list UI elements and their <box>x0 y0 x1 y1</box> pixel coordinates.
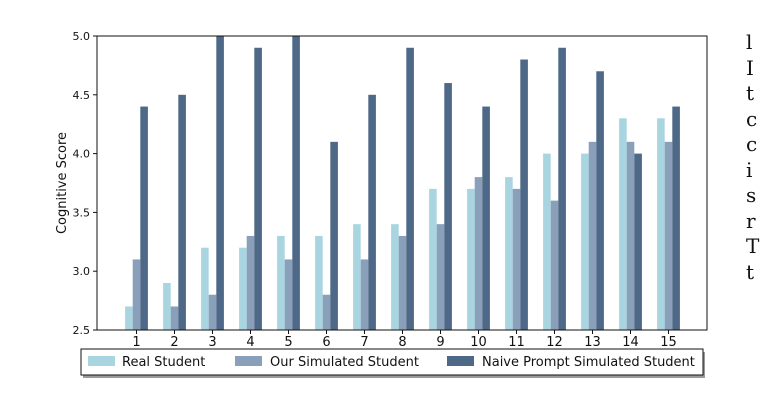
x-tick-label: 1 <box>132 335 140 350</box>
bar <box>398 235 407 330</box>
x-tick-label: 14 <box>622 335 639 350</box>
x-tick-label: 12 <box>546 335 563 350</box>
bar <box>596 71 604 330</box>
y-tick-label: 5.0 <box>73 30 91 43</box>
x-tick-label: 5 <box>284 335 292 350</box>
bar <box>520 59 528 331</box>
bar <box>208 294 217 330</box>
page-edge-glyph: s <box>746 183 757 207</box>
bar <box>330 141 338 330</box>
page-edge-glyph: r <box>746 208 756 233</box>
bar <box>505 177 513 330</box>
bar <box>444 83 452 330</box>
y-tick-label: 4.0 <box>73 148 91 161</box>
legend-label: Naive Prompt Simulated Student <box>482 355 695 370</box>
legend-swatch <box>88 356 115 366</box>
bar <box>550 200 559 330</box>
bar <box>368 94 376 330</box>
bar <box>246 235 255 330</box>
x-tick-label: 10 <box>470 335 487 350</box>
y-tick-label: 2.5 <box>73 324 91 337</box>
bar <box>672 106 680 330</box>
page-edge-glyph: t <box>746 259 755 284</box>
y-tick-label: 4.5 <box>73 89 91 102</box>
bar <box>140 106 148 330</box>
bar <box>657 118 665 330</box>
x-tick-label: 13 <box>584 335 601 350</box>
y-axis: 2.5 3.0 3.5 4.0 4.5 5.0 <box>73 30 97 337</box>
x-tick-label: 3 <box>208 335 216 350</box>
page-edge-glyph: l <box>746 30 753 54</box>
bar <box>543 153 551 330</box>
bar <box>436 224 445 330</box>
bar <box>254 47 262 330</box>
x-axis: 1 2 3 4 5 6 7 8 9 10 11 12 13 14 15 <box>132 330 677 350</box>
x-tick-label: 7 <box>360 335 368 350</box>
legend-label: Our Simulated Student <box>270 355 419 370</box>
y-axis-title: Cognitive Score <box>55 132 70 234</box>
bar <box>664 141 673 330</box>
y-tick-label: 3.0 <box>73 265 91 278</box>
bar <box>178 94 186 330</box>
page-edge-text: l I t c c i s r T t <box>746 30 762 409</box>
bar <box>406 47 414 330</box>
bar <box>581 153 589 330</box>
page-edge-glyph: i <box>746 157 753 182</box>
bar <box>474 177 483 330</box>
bar <box>292 36 300 330</box>
x-tick-label: 11 <box>508 335 525 350</box>
legend-swatch <box>447 356 474 366</box>
bar <box>132 259 141 330</box>
x-tick-label: 8 <box>398 335 406 350</box>
page-edge-glyph: I <box>746 55 754 80</box>
bar <box>429 188 437 330</box>
legend-box <box>80 348 704 376</box>
bar <box>353 224 361 330</box>
page-edge-glyph: c <box>746 106 758 131</box>
bar <box>163 282 171 330</box>
bar <box>391 224 399 330</box>
page-edge-glyph: T <box>746 234 760 258</box>
legend-swatch <box>235 356 262 366</box>
plot-area <box>96 35 708 331</box>
bar <box>322 294 331 330</box>
bar <box>201 247 209 330</box>
bar <box>512 188 521 330</box>
legend: Real Student Our Simulated Student Naive P… <box>80 348 705 378</box>
page-edge-glyph: c <box>746 132 758 156</box>
x-tick-label: 2 <box>170 335 178 350</box>
x-tick-label: 6 <box>322 335 330 350</box>
bar <box>467 188 475 330</box>
bar <box>216 36 224 330</box>
x-tick-label: 15 <box>660 335 677 350</box>
bar <box>239 247 247 330</box>
bar <box>626 141 635 330</box>
x-tick-label: 4 <box>246 335 254 350</box>
bar <box>619 118 627 330</box>
bar <box>315 235 323 330</box>
bar <box>360 259 369 330</box>
bar <box>125 306 133 330</box>
y-tick-label: 3.5 <box>73 206 91 219</box>
bar <box>634 153 642 330</box>
bar <box>558 47 566 330</box>
bar <box>284 259 293 330</box>
bar <box>482 106 490 330</box>
bar <box>170 306 179 330</box>
page-edge-glyph: t <box>746 81 755 105</box>
bar <box>277 235 285 330</box>
legend-label: Real Student <box>122 355 205 370</box>
bar <box>588 141 597 330</box>
x-tick-label: 9 <box>436 335 444 350</box>
